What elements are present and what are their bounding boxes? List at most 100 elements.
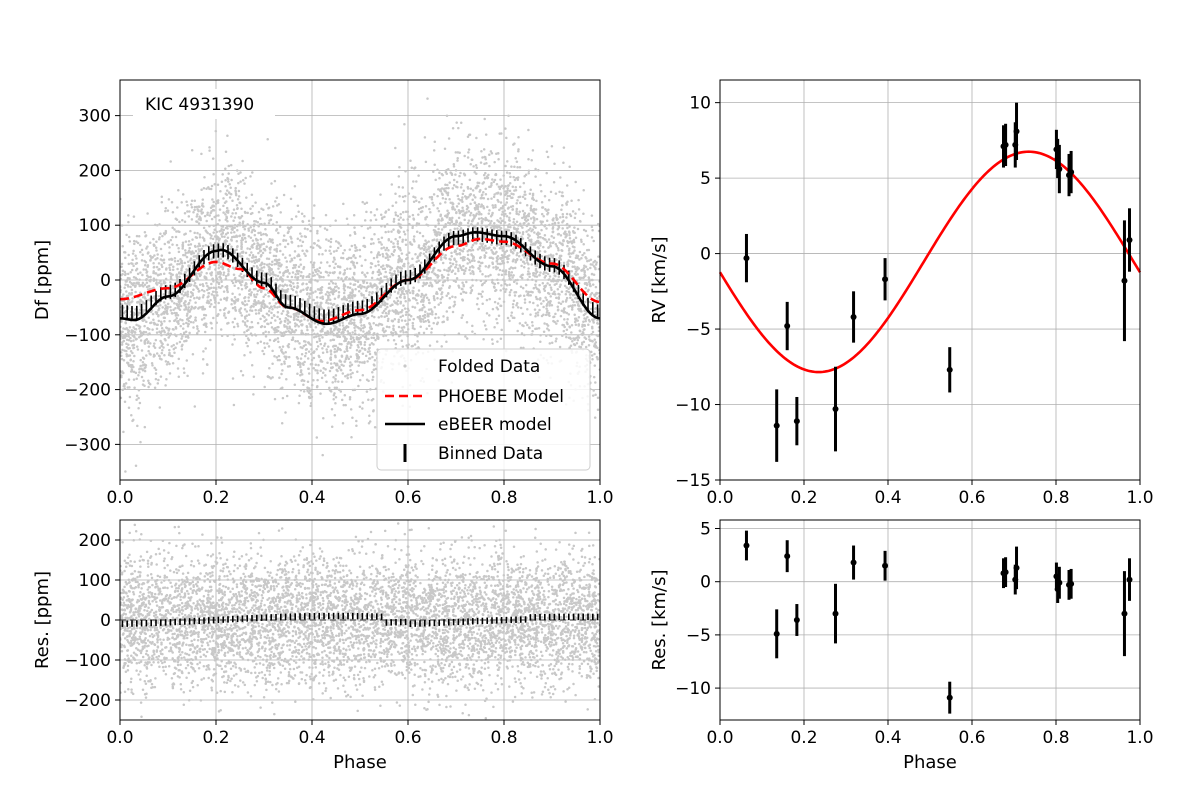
folded-data-point: [278, 271, 282, 274]
folded-data-point: [249, 236, 253, 240]
folded-data-point: [158, 236, 161, 239]
folded-data-point: [583, 251, 586, 255]
folded-data-point: [347, 340, 350, 344]
folded-data-point: [276, 337, 280, 340]
folded-data-point: [206, 211, 209, 214]
folded-data-point: [332, 302, 336, 306]
folded-data-point: [239, 369, 243, 373]
folded-data-point: [387, 230, 390, 234]
folded-data-point: [318, 337, 321, 341]
folded-data-point: [267, 313, 271, 317]
folded-data-point: [301, 298, 305, 301]
folded-data-point: [503, 209, 506, 212]
folded-data-point: [271, 205, 275, 208]
folded-data-point: [555, 282, 558, 285]
folded-data-point: [444, 170, 448, 174]
folded-data-point: [517, 224, 520, 227]
folded-data-point: [433, 261, 437, 264]
folded-data-point: [547, 278, 550, 282]
folded-data-point: [279, 331, 282, 334]
folded-data-point: [456, 267, 460, 271]
folded-data-point: [283, 290, 287, 293]
folded-data-point: [208, 232, 212, 236]
folded-data-point: [451, 127, 455, 130]
folded-data-point: [459, 223, 462, 227]
folded-data-point: [255, 245, 259, 248]
folded-data-point: [515, 258, 518, 262]
folded-data-point: [290, 217, 294, 221]
folded-data-point: [444, 183, 447, 186]
folded-data-point: [152, 279, 156, 283]
folded-data-point: [276, 274, 280, 278]
folded-data-point: [239, 171, 242, 174]
folded-data-point: [159, 247, 163, 251]
folded-data-point: [403, 199, 406, 203]
folded-data-point: [470, 253, 473, 256]
folded-data-point: [561, 243, 564, 247]
folded-data-point: [319, 296, 322, 300]
folded-data-point: [291, 266, 295, 270]
folded-data-point: [227, 268, 230, 271]
folded-data-point: [528, 300, 532, 304]
folded-data-point: [225, 288, 229, 292]
folded-data-point: [539, 244, 542, 247]
folded-data-point: [405, 253, 409, 256]
folded-data-point: [512, 221, 515, 224]
folded-data-point: [177, 188, 180, 192]
folded-data-point: [224, 213, 227, 216]
folded-data-point: [495, 224, 498, 227]
folded-data-point: [224, 179, 227, 182]
folded-data-point: [509, 175, 512, 179]
folded-data-point: [225, 284, 229, 288]
folded-data-point: [496, 198, 499, 202]
folded-data-point: [268, 277, 271, 281]
folded-data-point: [432, 170, 435, 173]
folded-data-point: [252, 255, 256, 259]
folded-data-point: [241, 280, 244, 284]
folded-data-point: [392, 220, 396, 223]
folded-data-point: [481, 193, 484, 196]
folded-data-point: [124, 283, 127, 286]
folded-data-point: [258, 288, 262, 291]
folded-data-point: [192, 321, 195, 324]
folded-data-point: [595, 334, 599, 337]
folded-data-point: [463, 256, 466, 259]
folded-data-point: [377, 260, 380, 263]
folded-data-point: [284, 411, 287, 414]
folded-data-point: [471, 278, 474, 282]
folded-data-point: [590, 278, 594, 282]
folded-data-point: [355, 249, 359, 252]
folded-data-point: [260, 223, 263, 226]
folded-data-point: [363, 341, 367, 344]
folded-data-point: [328, 264, 331, 268]
folded-data-point: [204, 347, 207, 350]
folded-data-point: [501, 261, 504, 265]
folded-data-point: [513, 235, 516, 238]
folded-data-point: [153, 322, 157, 325]
folded-data-point: [311, 329, 315, 332]
folded-data-point: [292, 330, 296, 333]
folded-data-point: [392, 242, 395, 245]
folded-data-point: [383, 225, 387, 228]
folded-data-point: [332, 398, 335, 401]
folded-data-point: [243, 308, 247, 311]
folded-data-point: [272, 254, 276, 258]
folded-data-point: [138, 329, 142, 333]
folded-data-point: [577, 323, 581, 326]
folded-data-point: [152, 270, 155, 273]
folded-data-point: [299, 357, 303, 360]
folded-data-point: [245, 303, 249, 306]
folded-data-point: [357, 345, 360, 349]
folded-data-point: [560, 290, 564, 293]
folded-data-point: [484, 218, 487, 222]
folded-data-point: [151, 328, 154, 331]
folded-data-point: [295, 318, 298, 321]
folded-data-point: [208, 187, 211, 191]
folded-data-point: [326, 361, 329, 364]
folded-data-point: [343, 339, 346, 343]
folded-data-point: [491, 278, 494, 282]
folded-data-point: [377, 263, 380, 267]
folded-data-point: [219, 308, 222, 312]
folded-data-point: [469, 202, 472, 206]
folded-data-point: [327, 282, 331, 285]
